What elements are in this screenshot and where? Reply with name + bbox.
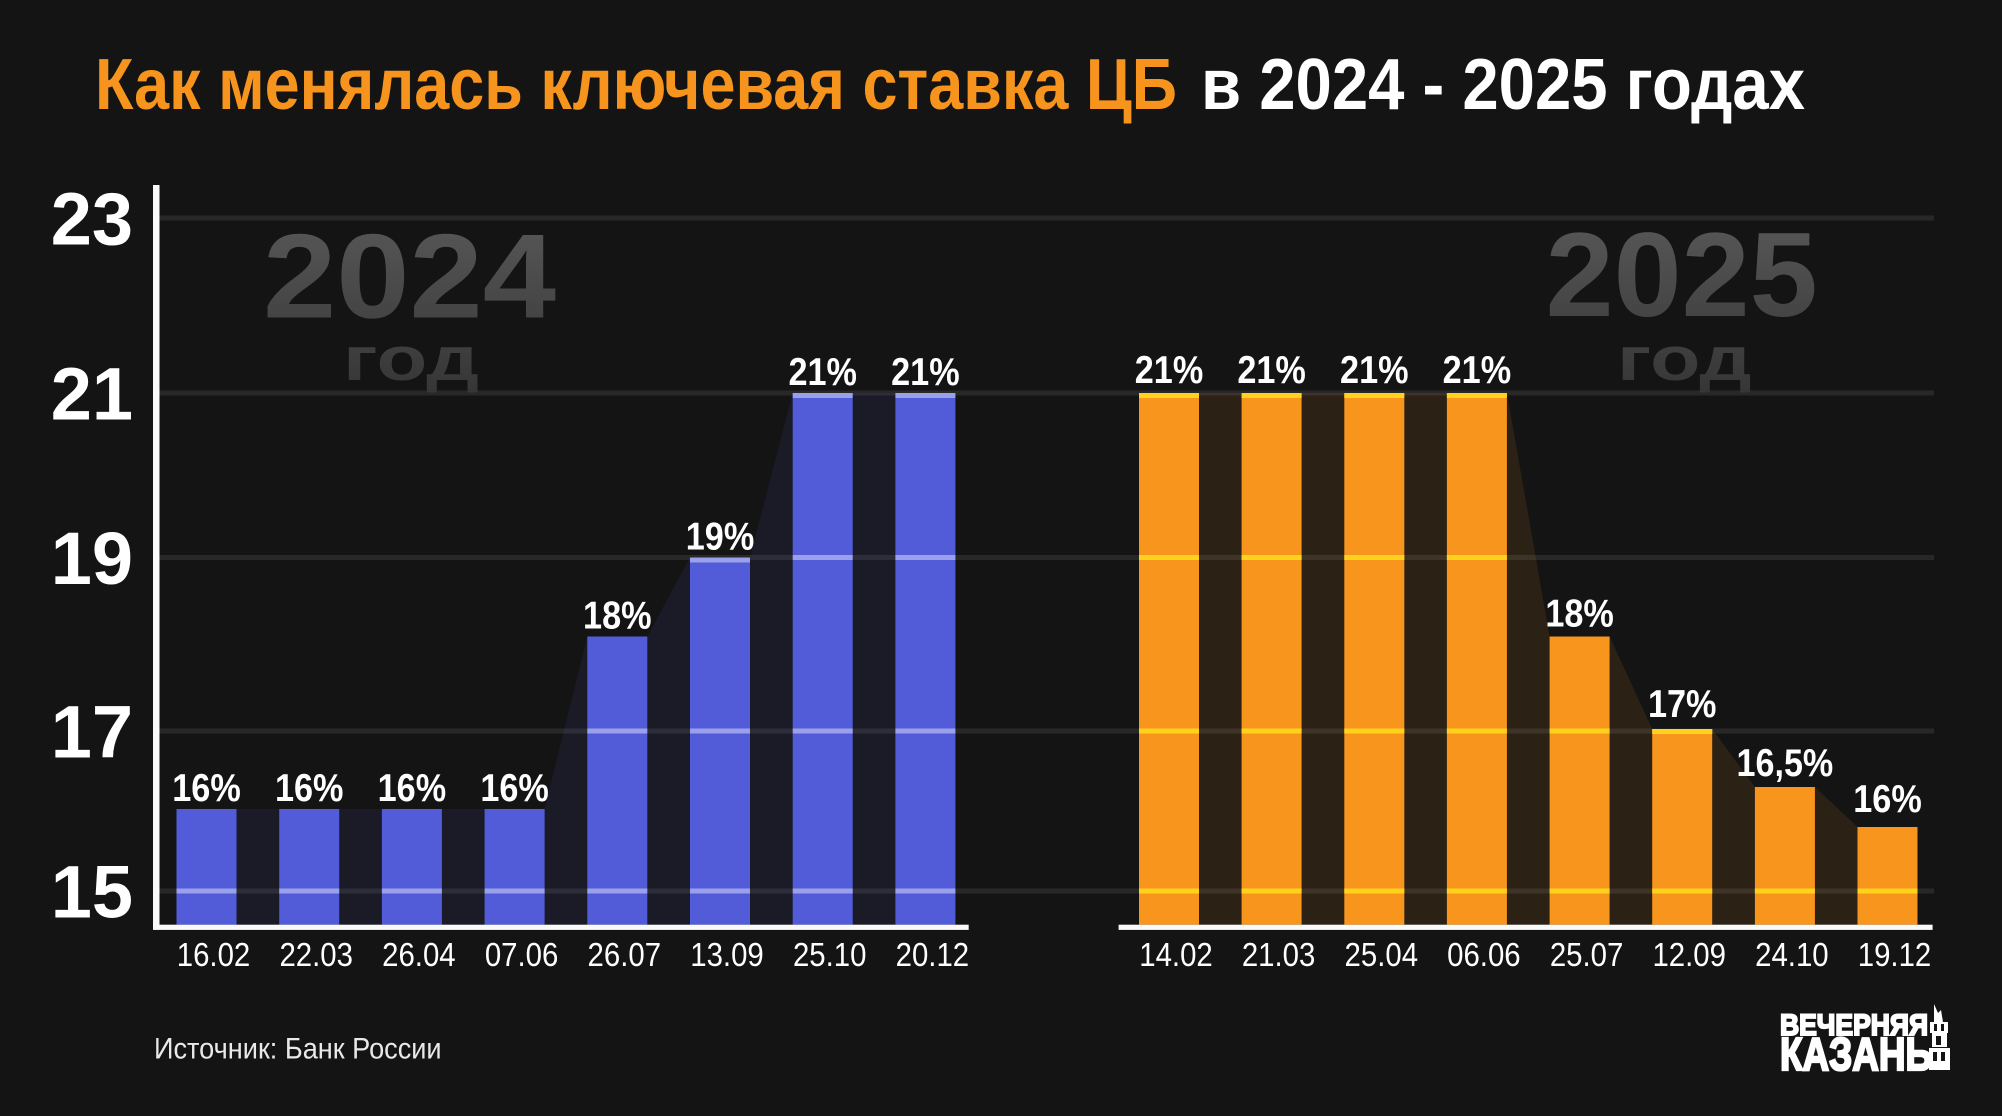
- svg-text:2025: 2025: [1546, 208, 1818, 342]
- svg-text:13.09: 13.09: [690, 936, 764, 973]
- svg-text:21.03: 21.03: [1242, 936, 1316, 973]
- svg-text:19%: 19%: [686, 516, 755, 559]
- svg-text:26.04: 26.04: [382, 936, 456, 973]
- svg-text:21%: 21%: [1237, 349, 1306, 392]
- svg-text:20.12: 20.12: [896, 936, 970, 973]
- svg-text:21%: 21%: [891, 351, 960, 394]
- svg-text:18%: 18%: [1545, 593, 1614, 636]
- svg-text:21%: 21%: [788, 351, 857, 394]
- svg-text:18%: 18%: [583, 595, 652, 638]
- svg-text:21%: 21%: [1443, 349, 1512, 392]
- svg-text:14.02: 14.02: [1139, 936, 1213, 973]
- svg-text:06.06: 06.06: [1447, 936, 1521, 973]
- svg-text:26.07: 26.07: [588, 936, 662, 973]
- svg-text:16%: 16%: [1853, 778, 1922, 821]
- svg-text:16,5%: 16,5%: [1737, 742, 1834, 785]
- svg-text:16%: 16%: [172, 767, 241, 810]
- svg-text:год: год: [1617, 325, 1752, 394]
- svg-text:Как менялась ключевая ставка Ц: Как менялась ключевая ставка ЦБ: [95, 45, 1177, 125]
- svg-text:21: 21: [51, 353, 133, 436]
- svg-text:2024: 2024: [263, 210, 556, 344]
- svg-text:16%: 16%: [480, 767, 549, 810]
- svg-text:21%: 21%: [1340, 349, 1409, 392]
- svg-text:17%: 17%: [1648, 683, 1717, 726]
- svg-text:12.09: 12.09: [1652, 936, 1726, 973]
- svg-text:в 2024 - 2025 годах: в 2024 - 2025 годах: [1201, 45, 1805, 125]
- svg-text:ВЕЧЕРНЯЯ: ВЕЧЕРНЯЯ: [1780, 1009, 1928, 1042]
- svg-text:16.02: 16.02: [177, 936, 251, 973]
- svg-text:07.06: 07.06: [485, 936, 559, 973]
- svg-text:Источник: Банк России: Источник: Банк России: [154, 1033, 442, 1066]
- svg-text:23: 23: [51, 178, 133, 261]
- svg-text:КАЗАНЬ: КАЗАНЬ: [1780, 1028, 1932, 1080]
- svg-text:год: год: [343, 325, 479, 394]
- svg-text:15: 15: [51, 851, 133, 934]
- svg-text:25.07: 25.07: [1550, 936, 1624, 973]
- svg-text:21%: 21%: [1135, 349, 1204, 392]
- svg-text:25.04: 25.04: [1345, 936, 1419, 973]
- svg-text:17: 17: [51, 691, 133, 774]
- svg-text:16%: 16%: [275, 767, 344, 810]
- svg-text:19: 19: [51, 517, 133, 600]
- svg-text:25.10: 25.10: [793, 936, 867, 973]
- svg-text:16%: 16%: [378, 767, 447, 810]
- svg-text:24.10: 24.10: [1755, 936, 1829, 973]
- svg-text:22.03: 22.03: [279, 936, 353, 973]
- svg-text:19.12: 19.12: [1858, 936, 1932, 973]
